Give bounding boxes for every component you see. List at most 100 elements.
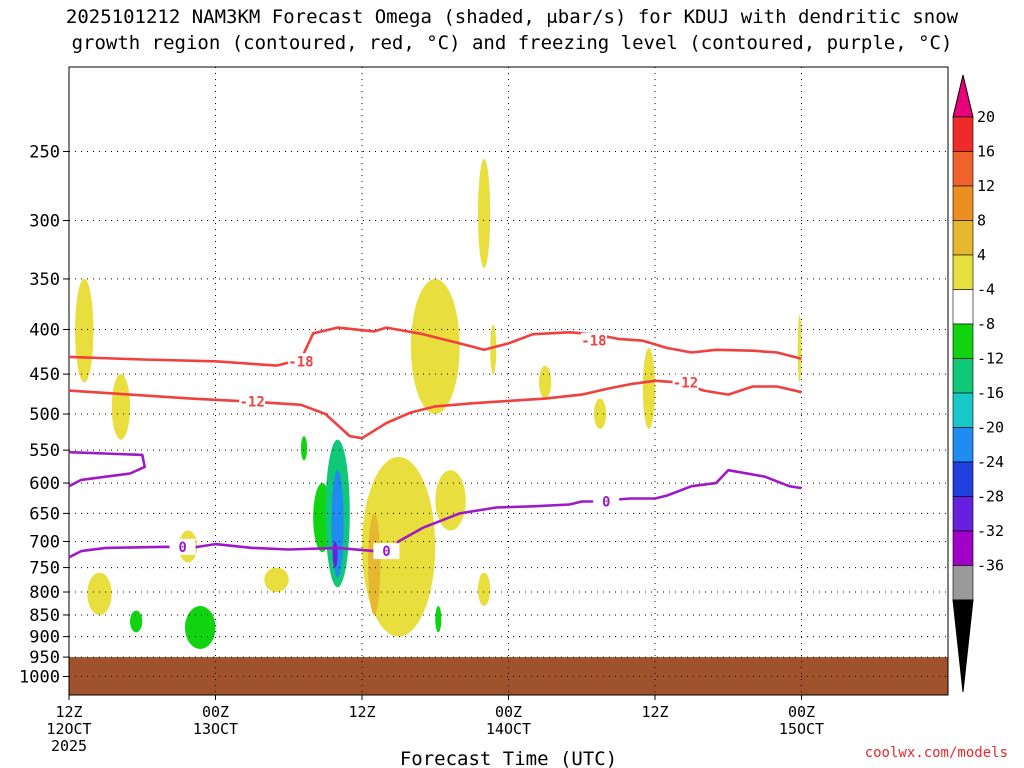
colorbar-swatch xyxy=(952,358,974,394)
colorbar-swatch xyxy=(952,151,974,187)
plot-area xyxy=(69,67,948,695)
colorbar-label: -24 xyxy=(977,453,1004,471)
y-tick-label: 900 xyxy=(29,628,60,648)
contour-label-bg xyxy=(672,374,699,391)
omega-region xyxy=(184,605,216,650)
colorbar: 20 16 12 8 4 -4 -8 -12 -16 -20 -24 -28 -32 -36 xyxy=(952,74,1004,693)
x-tick-label: 12Z xyxy=(348,703,375,721)
omega-region xyxy=(477,159,491,268)
omega-region xyxy=(490,324,497,375)
y-tick-label: 650 xyxy=(29,504,60,524)
contour-label-bg xyxy=(593,493,620,510)
y-tick-label: 450 xyxy=(29,365,60,385)
omega-region xyxy=(539,365,552,399)
y-tick-label: 700 xyxy=(29,532,60,552)
plot-border xyxy=(68,66,949,696)
colorbar-label: 16 xyxy=(977,143,995,161)
colorbar-label: -20 xyxy=(977,419,1004,437)
contour-label: -12 xyxy=(239,395,264,411)
colorbar-swatch xyxy=(952,254,974,290)
colorbar-label: -28 xyxy=(977,488,1004,506)
contour-label: 0 xyxy=(382,544,390,560)
colorbar-top-arrow xyxy=(952,74,974,118)
credit-link[interactable]: coolwx.com/models xyxy=(864,745,1008,761)
colorbar-swatch xyxy=(952,392,974,428)
contour-label: -18 xyxy=(581,334,606,350)
contours: -18 -18 -12 -12 0 0 0 xyxy=(68,326,802,560)
omega-region xyxy=(332,541,338,568)
y-tick-label: 350 xyxy=(29,270,60,290)
contour-label: 0 xyxy=(178,540,186,556)
colorbar-label: -8 xyxy=(977,315,995,333)
contour-freezing-level xyxy=(68,468,802,559)
colorbar-swatch xyxy=(952,220,974,256)
omega-region xyxy=(593,398,607,429)
omega-region xyxy=(410,278,460,415)
contour-label-bg xyxy=(580,332,607,349)
chart-title-line-1: 2025101212 NAM3KM Forecast Omega (shaded… xyxy=(65,6,959,28)
y-tick-label: 600 xyxy=(29,474,60,494)
contour-label-bg xyxy=(169,538,196,555)
x-tick-label: 00Z xyxy=(202,703,229,721)
colorbar-swatch xyxy=(952,461,974,497)
x-tick-label: 00Z xyxy=(495,703,522,721)
colorbar-swatch xyxy=(952,185,974,221)
omega-region xyxy=(797,315,802,383)
gridlines xyxy=(69,67,948,695)
y-tick-label: 950 xyxy=(29,648,60,668)
contour-label: -12 xyxy=(673,375,698,391)
y-tick-label: 1000 xyxy=(19,668,60,688)
omega-region xyxy=(435,470,466,531)
colorbar-swatch xyxy=(952,427,974,463)
x-tick-label: 12Z xyxy=(55,703,82,721)
omega-region xyxy=(300,436,308,461)
omega-region xyxy=(477,572,491,606)
y-tick-label: 250 xyxy=(29,143,60,163)
contour-label-bg xyxy=(239,393,266,410)
omega-region xyxy=(87,572,112,615)
colorbar-label: 20 xyxy=(977,108,995,126)
omega-region xyxy=(75,278,94,383)
x-tick-label: 12Z xyxy=(641,703,668,721)
y-tick-label: 500 xyxy=(29,405,60,425)
colorbar-swatch xyxy=(952,116,974,152)
omega-region xyxy=(368,513,381,615)
y-tick-label: 400 xyxy=(29,321,60,341)
x-tick-label: 12OCT xyxy=(46,720,91,738)
x-tick-label: 2025 xyxy=(51,737,87,755)
ground-terrain xyxy=(69,657,948,695)
y-tick-label: 550 xyxy=(29,441,60,461)
colorbar-label: -4 xyxy=(977,281,995,299)
x-tick-label: 15OCT xyxy=(779,720,824,738)
colorbar-label: 4 xyxy=(977,246,986,264)
colorbar-swatch xyxy=(952,530,974,566)
contour-label: 0 xyxy=(602,495,610,511)
contour-label-bg xyxy=(373,543,400,560)
x-axis-title: Forecast Time (UTC) xyxy=(400,748,617,768)
y-tick-label: 300 xyxy=(29,212,60,232)
contour-freezing-upper xyxy=(68,450,146,488)
omega-region xyxy=(264,567,289,593)
colorbar-label: -12 xyxy=(977,350,1004,368)
colorbar-label: -16 xyxy=(977,384,1004,402)
x-tick-label: 14OCT xyxy=(486,720,531,738)
colorbar-bottom-arrow xyxy=(952,599,974,693)
colorbar-swatch xyxy=(952,289,974,325)
contour-label-bg xyxy=(287,353,314,370)
colorbar-swatch xyxy=(952,565,974,601)
colorbar-label: -32 xyxy=(977,522,1004,540)
omega-region xyxy=(435,605,442,633)
contour-label: -18 xyxy=(288,354,313,370)
x-tick-label: 13OCT xyxy=(193,720,238,738)
contour-dgz-warm xyxy=(68,379,802,440)
colorbar-label: 8 xyxy=(977,212,986,230)
colorbar-label: 12 xyxy=(977,177,995,195)
x-tick-label: 00Z xyxy=(788,703,815,721)
y-tick-label: 750 xyxy=(29,559,60,579)
colorbar-label: -36 xyxy=(977,557,1004,575)
y-tick-label: 850 xyxy=(29,606,60,626)
colorbar-swatch xyxy=(952,496,974,532)
colorbar-swatch xyxy=(952,323,974,359)
chart-title-line-2: growth region (contoured, red, °C) and f… xyxy=(71,32,953,54)
